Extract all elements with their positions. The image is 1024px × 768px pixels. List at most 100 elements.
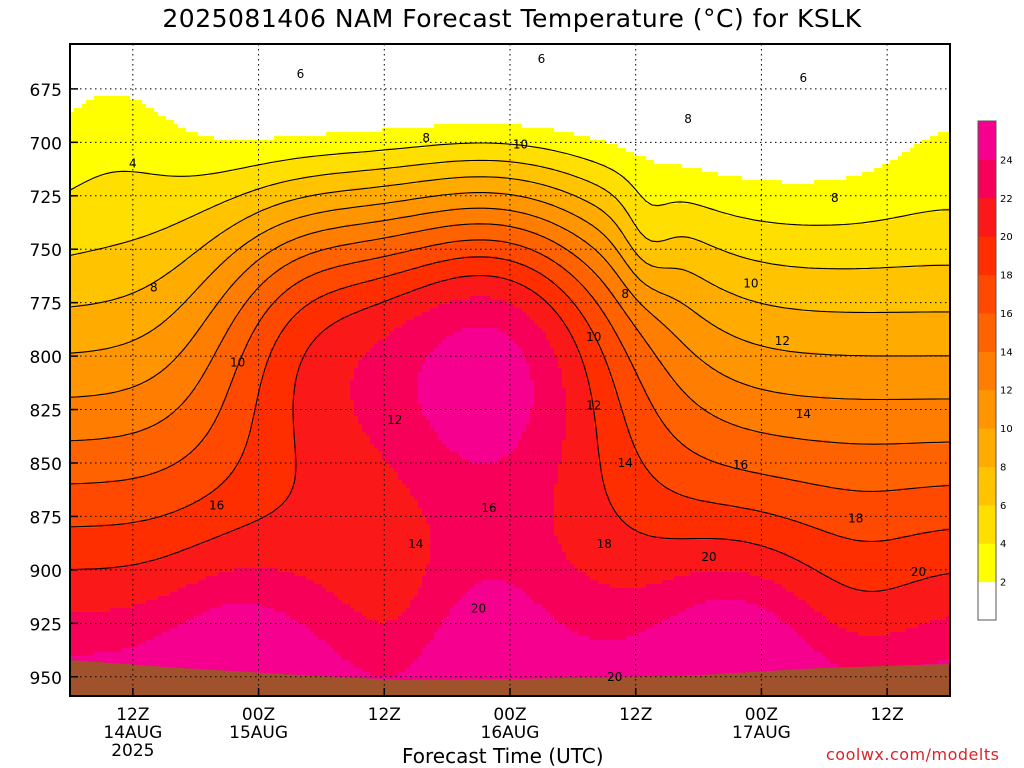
heatmap-cell [122,436,127,441]
heatmap-cell [94,404,99,409]
heatmap-cell [138,116,143,121]
heatmap-cell [110,360,115,365]
heatmap-cell [122,108,127,113]
heatmap-cell [114,212,119,217]
heatmap-cell [74,328,79,333]
heatmap-cell [130,508,135,513]
heatmap-cell [74,268,79,273]
heatmap-cell [162,92,167,97]
heatmap-cell [126,456,131,461]
heatmap-cell [162,380,167,385]
heatmap-cell [102,492,107,497]
heatmap-cell [122,236,127,241]
heatmap-cell [154,420,159,425]
heatmap-cell [186,168,191,173]
heatmap-cell [170,484,175,489]
heatmap-cell [170,192,175,197]
heatmap-cell [158,296,163,301]
heatmap-cell [150,232,155,237]
heatmap-cell [90,312,95,317]
heatmap-cell [82,564,87,569]
heatmap-cell [162,460,167,465]
heatmap-cell [90,200,95,205]
heatmap-cell [102,104,107,109]
heatmap-cell [170,284,175,289]
heatmap-cell [118,632,123,637]
heatmap-cell [106,448,111,453]
heatmap-cell [130,236,135,241]
heatmap-cell [178,652,183,657]
heatmap-cell [190,184,195,189]
heatmap-cell [158,336,163,341]
heatmap-cell [142,232,147,237]
heatmap-cell [138,364,143,369]
heatmap-cell [78,120,83,125]
heatmap-cell [106,220,111,225]
heatmap-cell [158,56,163,61]
heatmap-cell [118,104,123,109]
heatmap-cell [82,424,87,429]
heatmap-cell [114,560,119,565]
heatmap-cell [182,520,187,525]
heatmap-cell [74,68,79,73]
heatmap-cell [158,508,163,513]
heatmap-cell [190,208,195,213]
heatmap-cell [110,144,115,149]
heatmap-cell [130,404,135,409]
heatmap-cell [178,600,183,605]
heatmap-cell [186,416,191,421]
heatmap-cell [142,508,147,513]
heatmap-cell [118,456,123,461]
heatmap-cell [122,100,127,105]
heatmap-cell [158,104,163,109]
heatmap-cell [154,400,159,405]
heatmap-cell [154,60,159,65]
heatmap-cell [114,588,119,593]
heatmap-cell [142,432,147,437]
heatmap-cell [134,264,139,269]
heatmap-cell [138,508,143,513]
heatmap-cell [94,640,99,645]
heatmap-cell [114,120,119,125]
heatmap-cell [170,116,175,121]
heatmap-cell [82,436,87,441]
heatmap-cell [74,484,79,489]
heatmap-cell [146,564,151,569]
heatmap-cell [186,80,191,85]
heatmap-cell [170,596,175,601]
heatmap-cell [98,224,103,229]
heatmap-cell [82,212,87,217]
heatmap-cell [150,428,155,433]
heatmap-cell [122,188,127,193]
heatmap-cell [110,380,115,385]
heatmap-cell [90,416,95,421]
heatmap-cell [106,348,111,353]
heatmap-cell [130,388,135,393]
heatmap-cell [150,552,155,557]
heatmap-cell [186,304,191,309]
heatmap-cell [98,552,103,557]
heatmap-cell [138,276,143,281]
heatmap-cell [70,392,75,397]
heatmap-cell [118,240,123,245]
heatmap-cell [182,416,187,421]
heatmap-cell [126,196,131,201]
heatmap-cell [74,532,79,537]
heatmap-cell [106,188,111,193]
heatmap-cell [150,252,155,257]
heatmap-cell [114,100,119,105]
heatmap-cell [94,380,99,385]
heatmap-cell [190,96,195,101]
heatmap-cell [114,580,119,585]
heatmap-cell [162,260,167,265]
heatmap-cell [138,88,143,93]
heatmap-cell [158,572,163,577]
heatmap-cell [146,516,151,521]
heatmap-cell [174,136,179,141]
heatmap-cell [94,460,99,465]
heatmap-cell [122,244,127,249]
heatmap-cell [114,328,119,333]
heatmap-cell [174,316,179,321]
heatmap-cell [122,472,127,477]
heatmap-cell [70,360,75,365]
